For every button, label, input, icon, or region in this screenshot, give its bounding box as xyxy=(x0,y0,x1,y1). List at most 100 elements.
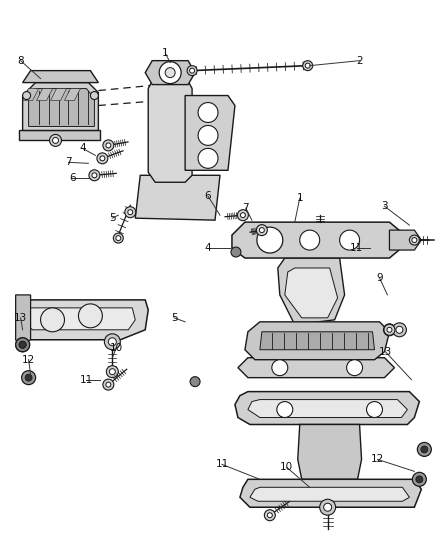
Circle shape xyxy=(103,140,114,151)
Text: 5: 5 xyxy=(109,213,116,223)
Polygon shape xyxy=(16,300,148,340)
Text: 11: 11 xyxy=(215,459,229,470)
Circle shape xyxy=(339,230,360,250)
Circle shape xyxy=(116,236,121,240)
Text: 11: 11 xyxy=(350,243,363,253)
Polygon shape xyxy=(240,479,421,507)
Circle shape xyxy=(165,68,175,78)
Circle shape xyxy=(41,308,64,332)
Circle shape xyxy=(386,327,392,333)
Polygon shape xyxy=(389,230,421,250)
Polygon shape xyxy=(37,88,53,101)
Circle shape xyxy=(417,442,431,456)
Circle shape xyxy=(128,209,133,215)
Circle shape xyxy=(23,92,31,100)
Circle shape xyxy=(106,366,118,378)
Polygon shape xyxy=(248,400,407,417)
Text: 7: 7 xyxy=(243,203,249,213)
Polygon shape xyxy=(245,322,389,360)
Polygon shape xyxy=(260,332,374,350)
Circle shape xyxy=(100,156,105,161)
Circle shape xyxy=(103,379,114,390)
Circle shape xyxy=(256,224,267,236)
Circle shape xyxy=(267,513,272,518)
Text: 1: 1 xyxy=(297,193,303,203)
Text: 8: 8 xyxy=(18,55,24,66)
Polygon shape xyxy=(23,88,39,101)
Circle shape xyxy=(384,324,395,335)
Circle shape xyxy=(272,360,288,376)
Polygon shape xyxy=(185,95,235,171)
Circle shape xyxy=(198,102,218,123)
Polygon shape xyxy=(50,88,67,101)
Text: 7: 7 xyxy=(65,157,72,167)
Circle shape xyxy=(346,360,363,376)
Circle shape xyxy=(198,148,218,168)
Text: 2: 2 xyxy=(356,55,363,66)
Circle shape xyxy=(324,503,332,511)
Circle shape xyxy=(19,341,26,348)
Text: 4: 4 xyxy=(79,143,86,154)
Circle shape xyxy=(16,338,30,352)
Circle shape xyxy=(19,341,26,348)
Circle shape xyxy=(392,323,406,337)
Circle shape xyxy=(49,134,61,147)
Polygon shape xyxy=(23,71,99,83)
Circle shape xyxy=(106,382,111,387)
Polygon shape xyxy=(16,295,31,345)
Circle shape xyxy=(110,369,115,375)
Circle shape xyxy=(125,207,136,217)
Text: 13: 13 xyxy=(14,313,27,323)
Polygon shape xyxy=(250,487,410,501)
Circle shape xyxy=(265,510,276,521)
Circle shape xyxy=(412,238,417,243)
Circle shape xyxy=(25,374,32,381)
Circle shape xyxy=(303,61,313,71)
Polygon shape xyxy=(232,222,401,258)
Circle shape xyxy=(410,235,419,245)
Circle shape xyxy=(320,499,336,515)
Circle shape xyxy=(106,143,111,148)
Circle shape xyxy=(190,68,194,73)
Circle shape xyxy=(198,125,218,146)
Text: 13: 13 xyxy=(379,347,392,357)
Circle shape xyxy=(277,401,293,417)
Circle shape xyxy=(305,63,310,68)
Polygon shape xyxy=(235,392,419,424)
Circle shape xyxy=(97,153,108,164)
Text: 10: 10 xyxy=(280,462,293,472)
Circle shape xyxy=(396,326,403,333)
Polygon shape xyxy=(19,131,100,140)
Polygon shape xyxy=(148,76,192,182)
Circle shape xyxy=(367,401,382,417)
Text: 11: 11 xyxy=(80,375,93,385)
Polygon shape xyxy=(285,268,338,318)
Text: 6: 6 xyxy=(69,173,76,183)
Polygon shape xyxy=(23,83,99,131)
Text: 4: 4 xyxy=(205,243,212,253)
Circle shape xyxy=(387,327,392,332)
Circle shape xyxy=(257,227,283,253)
Circle shape xyxy=(21,370,35,385)
Circle shape xyxy=(92,173,97,178)
Text: 6: 6 xyxy=(205,191,212,201)
Circle shape xyxy=(16,338,30,352)
Circle shape xyxy=(259,228,265,232)
Circle shape xyxy=(78,304,102,328)
Circle shape xyxy=(300,230,320,250)
Polygon shape xyxy=(23,308,135,330)
Circle shape xyxy=(159,62,181,84)
Circle shape xyxy=(237,209,248,221)
Text: 10: 10 xyxy=(110,343,123,353)
Polygon shape xyxy=(238,358,395,378)
Circle shape xyxy=(108,338,117,346)
Polygon shape xyxy=(135,175,220,220)
Circle shape xyxy=(240,213,245,217)
Text: 12: 12 xyxy=(22,354,35,365)
Circle shape xyxy=(90,92,99,100)
Circle shape xyxy=(104,334,120,350)
Polygon shape xyxy=(28,88,95,126)
Polygon shape xyxy=(278,258,345,325)
Circle shape xyxy=(89,170,100,181)
Polygon shape xyxy=(64,88,81,101)
